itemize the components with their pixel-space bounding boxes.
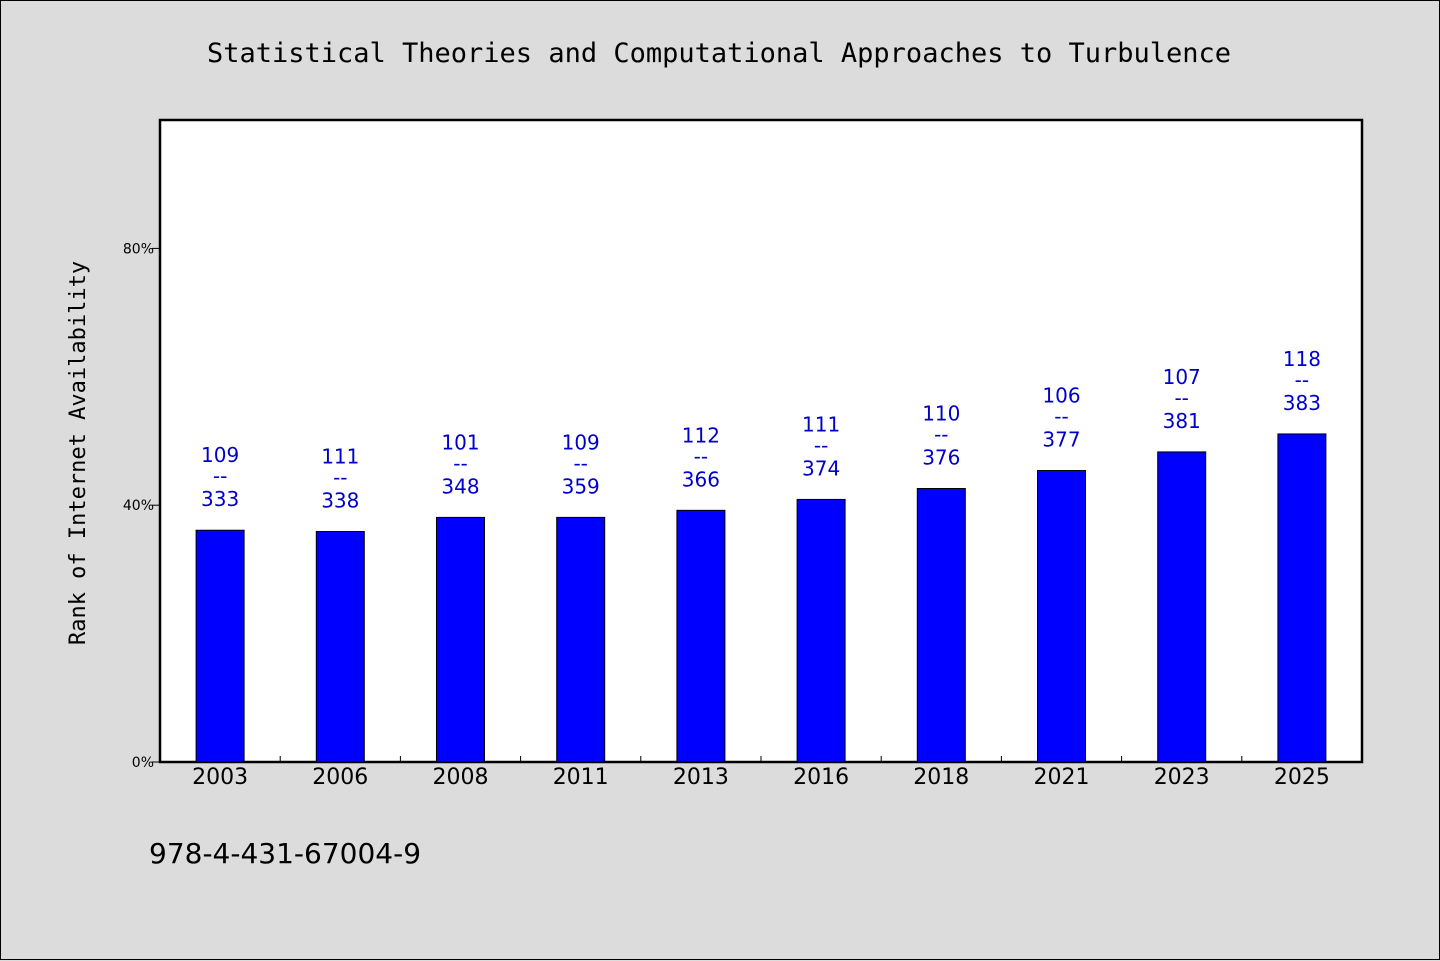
data-label-bottom: 374 [802, 456, 840, 480]
data-label-top: 118 [1283, 347, 1321, 371]
data-label-top: 111 [802, 412, 840, 436]
bar-2025 [1277, 433, 1327, 763]
y-tick-label: 80% [123, 241, 154, 257]
data-label-bottom: 338 [321, 489, 359, 513]
x-tick-label: 2018 [913, 765, 969, 790]
data-label-bottom: 381 [1163, 409, 1201, 433]
bars [195, 433, 1327, 763]
data-label-top: 107 [1163, 365, 1201, 389]
x-tick-label: 2011 [553, 765, 609, 790]
bar-2003 [195, 529, 245, 763]
data-label-separator: -- [213, 464, 227, 488]
data-label-top: 109 [201, 443, 239, 467]
x-tick-label: 2025 [1274, 765, 1330, 790]
x-axis-ticks: 2003 2006 2008 2011 2013 2016 2018 2021 2023 2025 [192, 756, 1330, 790]
data-label-bottom: 376 [922, 446, 960, 470]
bar-2013 [676, 509, 726, 763]
bar-2006 [315, 531, 365, 763]
bar-2016 [796, 498, 846, 763]
bar-2008 [436, 516, 485, 763]
data-label-bottom: 333 [201, 487, 239, 511]
x-tick-label: 2008 [433, 765, 489, 790]
data-label-top: 111 [321, 445, 359, 469]
data-label-top: 110 [922, 402, 960, 426]
data-label-bottom: 383 [1283, 391, 1321, 415]
data-label-bottom: 366 [682, 467, 720, 491]
y-axis-label: Rank of Internet Availability [66, 261, 91, 645]
data-label-separator: -- [1174, 386, 1188, 410]
data-labels: 109--333111--338101--348109--359112--366… [201, 347, 1321, 513]
data-label-separator: -- [814, 433, 828, 457]
data-label-top: 101 [441, 430, 479, 454]
data-label-separator: -- [1054, 405, 1068, 429]
x-tick-label: 2006 [312, 765, 368, 790]
data-label-top: 109 [562, 430, 600, 454]
x-tick-label: 2021 [1034, 765, 1090, 790]
y-axis-ticks: 0% 40% 80% [123, 241, 160, 771]
data-label-separator: -- [694, 444, 708, 468]
data-label-separator: -- [573, 451, 587, 475]
data-label-top: 106 [1042, 384, 1080, 408]
x-tick-label: 2013 [673, 765, 729, 790]
y-tick-label: 0% [132, 755, 154, 771]
data-label-separator: -- [333, 466, 347, 490]
data-label-bottom: 377 [1042, 428, 1080, 452]
data-label-bottom: 359 [562, 474, 600, 498]
isbn-label: 978-4-431-67004-9 [149, 837, 421, 870]
data-label-separator: -- [934, 423, 948, 447]
data-label-top: 112 [682, 423, 720, 447]
bar-2018 [916, 488, 966, 763]
x-tick-label: 2023 [1154, 765, 1210, 790]
bar-2011 [556, 516, 606, 763]
data-label-bottom: 348 [441, 474, 479, 498]
data-label-separator: -- [453, 451, 467, 475]
chart-title: Statistical Theories and Computational A… [207, 38, 1231, 69]
bar-2023 [1157, 451, 1207, 763]
x-tick-label: 2016 [793, 765, 849, 790]
y-tick-label: 40% [123, 498, 154, 514]
data-label-separator: -- [1295, 368, 1309, 392]
x-tick-label: 2003 [192, 765, 248, 790]
bar-2021 [1037, 470, 1086, 763]
